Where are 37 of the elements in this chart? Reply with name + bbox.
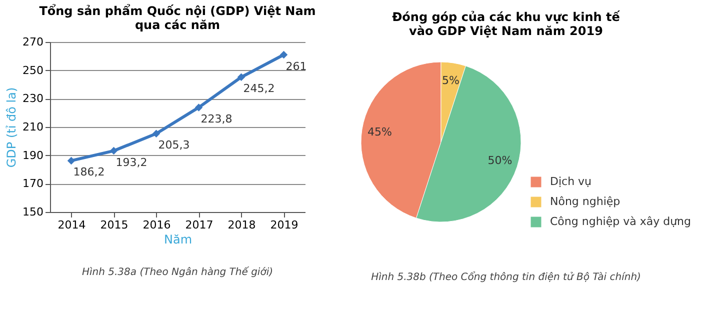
- point: [110, 146, 118, 155]
- y-tick-label: 270: [22, 36, 44, 48]
- x-tick-label: 2015: [100, 218, 128, 232]
- data-label: 223,8: [200, 112, 232, 126]
- x-tick-label: 2019: [270, 218, 298, 232]
- y-tick-label: 230: [22, 92, 44, 106]
- point: [194, 104, 203, 112]
- chart-title: Đóng góp của các khu vực kinh tế vào GDP Việt Nam năm 2019: [392, 10, 621, 38]
- data-label: 193,2: [116, 156, 148, 169]
- y-tick-label: 190: [22, 148, 44, 162]
- x-tick-label: 2018: [228, 218, 256, 232]
- y-tick-label: 150: [22, 206, 44, 218]
- data-label: 261: [286, 60, 307, 73]
- x-axis-title: Năm: [164, 232, 192, 246]
- legend-label: Công nghiệp và xây dựng: [550, 215, 692, 228]
- legend-label: Nông nghiệp: [550, 195, 620, 208]
- chart-title: Tổng sản phẩm Quốc nội (GDP) Việt Nam qua các năm: [39, 4, 316, 32]
- y-axis-title: GDP (tỉ đô la): [4, 87, 19, 168]
- data-label: 245,2: [243, 82, 275, 96]
- point: [152, 130, 160, 138]
- point: [280, 50, 288, 59]
- data-label: 205,3: [158, 138, 190, 152]
- data-label: 45%: [368, 125, 392, 138]
- legend-label: Dịch vụ: [550, 175, 592, 188]
- data-label: 186,2: [73, 166, 105, 179]
- y-tick-label: 170: [22, 177, 44, 190]
- x-tick-label: 2016: [142, 218, 171, 232]
- data-label: 5%: [442, 74, 460, 87]
- point: [237, 73, 246, 82]
- text: Hình 5.38a (Theo Ngân hàng Thế giới): [82, 266, 274, 278]
- point: [67, 156, 76, 165]
- x-tick-label: 2014: [58, 218, 86, 232]
- data-label: 50%: [488, 154, 512, 168]
- y-tick-label: 210: [22, 120, 44, 134]
- text: Hình 5.38b (Theo Cổng thông tin điện tử Bộ Tài chính): [371, 271, 641, 283]
- x-tick-label: 2017: [185, 218, 214, 232]
- y-tick-label: 250: [22, 64, 44, 77]
